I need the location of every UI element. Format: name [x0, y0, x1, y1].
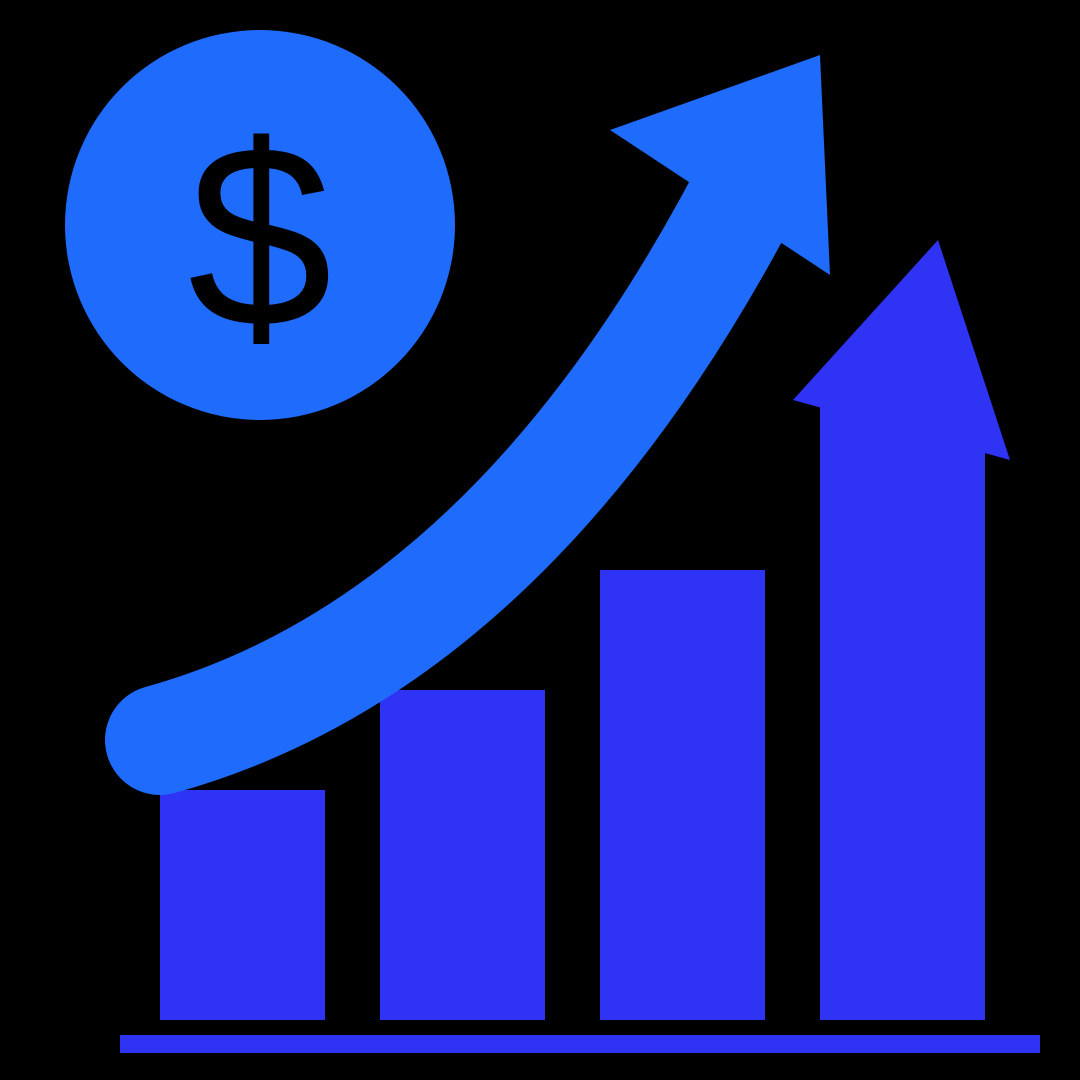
- growth-chart-svg: $: [0, 0, 1080, 1080]
- bar-3: [600, 570, 765, 1020]
- dollar-coin-icon: $: [65, 30, 455, 420]
- growth-revenue-icon: $: [0, 0, 1080, 1080]
- chart-baseline: [120, 1035, 1040, 1053]
- bar-2: [380, 690, 545, 1020]
- bar-1: [160, 790, 325, 1020]
- dollar-sign-icon: $: [188, 92, 333, 382]
